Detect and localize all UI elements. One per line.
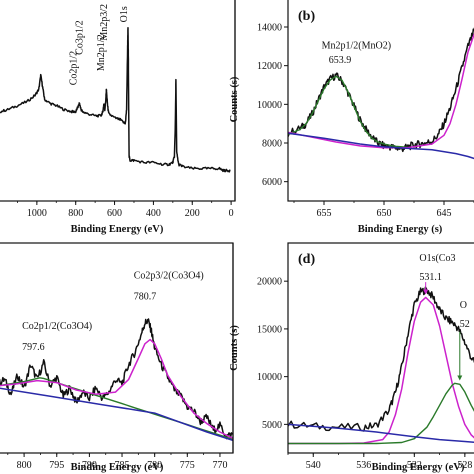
- panel-a-survey-spectrum: 1000 800 600 400 200 0 Binding Energy (eV) Co2p…: [0, 0, 236, 235]
- x-tick-label: 800: [68, 208, 83, 219]
- series-raw-line: [0, 27, 231, 173]
- x-tick-label: 600: [107, 208, 122, 219]
- y-tick-label: 10000: [257, 372, 282, 383]
- x-tick-label: 770: [212, 460, 227, 471]
- y-tick-label: 14000: [257, 23, 282, 34]
- panel-letter: (b): [298, 9, 315, 24]
- x-tick-label: 780: [147, 460, 162, 471]
- series-group-a: [0, 27, 231, 173]
- peak-annotation: Co2p1/2(Co3O4): [22, 321, 92, 332]
- x-tick-label: 775: [180, 460, 195, 471]
- peak-annotation: O1s(Co3: [419, 253, 455, 264]
- y-tick-label: 5000: [262, 420, 282, 431]
- y-axis-title: Counts (s): [229, 76, 240, 122]
- peak-annotation: Co2p3/2(Co3O4): [134, 271, 204, 282]
- series-fit-co2-line: [288, 382, 474, 445]
- x-axis-title: Binding Energy (eV): [372, 462, 465, 473]
- x-tick-label: 785: [115, 460, 130, 471]
- x-tick-label: 532: [407, 460, 422, 471]
- series-group-d: [288, 286, 474, 445]
- x-tick-label: 1000: [27, 208, 47, 219]
- y-tick-label: 20000: [257, 277, 282, 288]
- peak-annotation: 52: [460, 319, 470, 330]
- peak-annotation: 780.7: [134, 292, 157, 303]
- y-tick-label: 15000: [257, 324, 282, 335]
- x-axis-title: Binding Energy (eV): [71, 224, 164, 235]
- x-tick-label: 400: [146, 208, 161, 219]
- x-tick-label: 536: [356, 460, 371, 471]
- peak-annotation: 653.9: [329, 55, 352, 66]
- peak-annotation: O: [460, 300, 467, 311]
- series-envelope-line: [288, 33, 474, 149]
- peak-annotation: O1s: [119, 6, 130, 22]
- x-tick-label: 528: [457, 460, 472, 471]
- peak-annotation: 531.1: [419, 272, 442, 283]
- x-tick-label: 0: [229, 208, 234, 219]
- x-tick-label: 795: [49, 460, 64, 471]
- x-tick-label: 800: [17, 460, 32, 471]
- y-tick-label: 8000: [262, 139, 282, 150]
- peak-annotation: Mn2p1/2: [96, 34, 107, 71]
- series-background-line-line: [288, 132, 474, 160]
- series-envelope-line: [0, 338, 233, 439]
- peak-annotation: Co3p1/2: [75, 20, 86, 54]
- x-tick-label: 650: [377, 208, 392, 219]
- y-tick-label: 6000: [262, 177, 282, 188]
- peak-annotation: 797.6: [22, 342, 45, 353]
- plot-frame: [287, 242, 474, 454]
- series-group-c: [0, 318, 233, 442]
- x-axis-title: Binding Energy (eV): [71, 462, 164, 473]
- x-tick-label: 540: [306, 460, 321, 471]
- panel-letter: (d): [298, 252, 315, 267]
- panel-c-co2p-spectrum: 800 795 790 785 780 775 770 Binding Energy (eV)…: [0, 242, 234, 473]
- x-tick-label: 655: [317, 208, 332, 219]
- y-tick-label: 10000: [257, 100, 282, 111]
- x-tick-label: 790: [82, 460, 97, 471]
- y-tick-label: 12000: [257, 61, 282, 72]
- peak-annotation: Mn2p1/2(MnO2): [322, 40, 391, 51]
- series-envelope-line: [288, 296, 474, 445]
- x-tick-label: 645: [437, 208, 452, 219]
- series-background-line-line: [0, 387, 233, 442]
- panel-b-mn2p-spectrum: 655 650 645 6000 8000 10000 12000 14000 Binding …: [229, 0, 474, 235]
- peak-annotation: Mn2p3/2: [99, 4, 110, 41]
- series-fit-mn-line: [288, 75, 409, 148]
- series-background-line-line: [288, 423, 474, 443]
- x-axis-title: Binding Energy (s): [358, 224, 443, 235]
- peak-annotation: Co2p1/2: [69, 51, 80, 85]
- y-axis-title: Counts (s): [229, 325, 240, 371]
- peak-arrow-head: [457, 375, 463, 381]
- series-group-b: [288, 26, 474, 160]
- x-tick-label: 200: [185, 208, 200, 219]
- peak-arrow-head: [423, 289, 429, 295]
- series-raw-line: [288, 286, 474, 432]
- panel-d-o1s-spectrum: 540 536 532 528 5000 10000 15000 20000 Binding E…: [229, 242, 474, 473]
